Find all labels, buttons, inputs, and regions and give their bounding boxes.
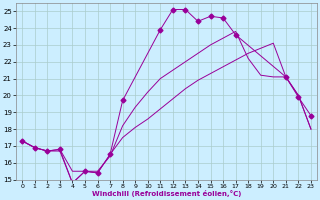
X-axis label: Windchill (Refroidissement éolien,°C): Windchill (Refroidissement éolien,°C) <box>92 190 241 197</box>
